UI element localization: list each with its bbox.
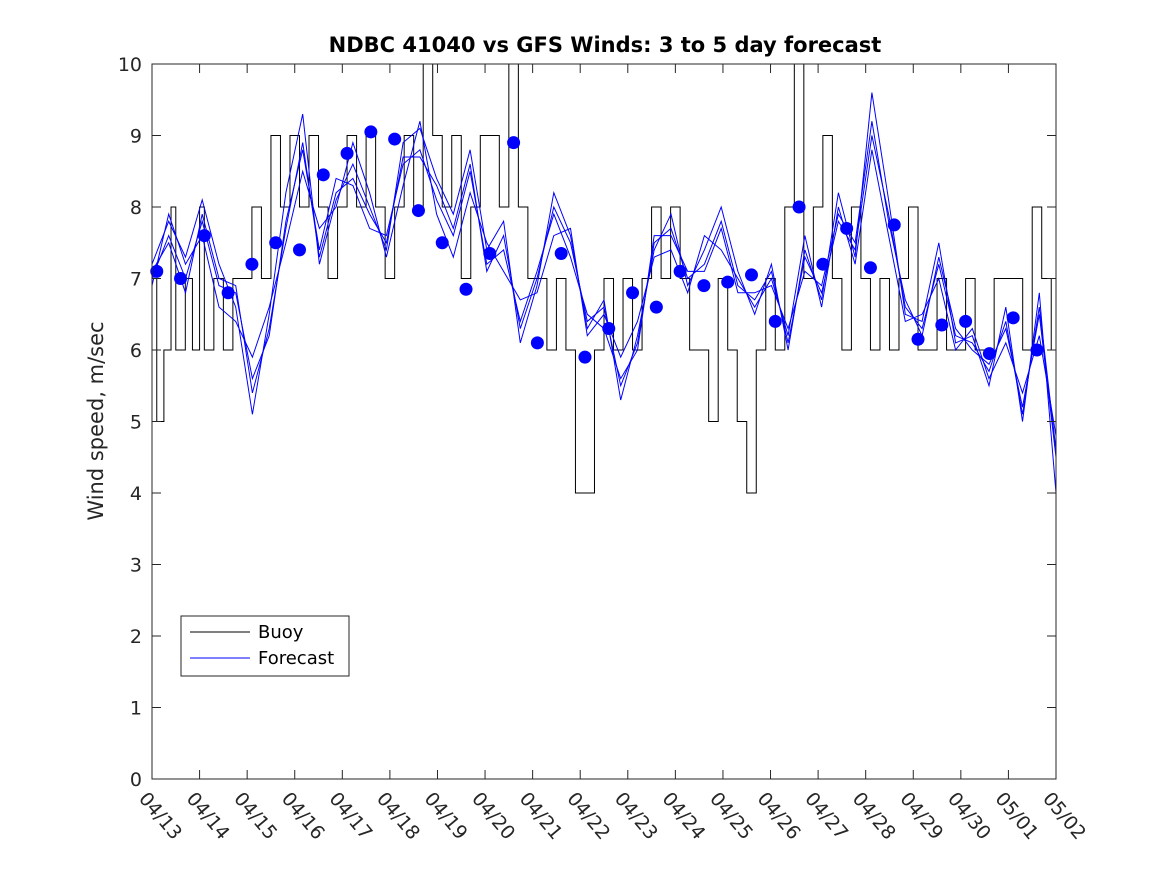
- x-tick-label: 04/16: [277, 788, 329, 844]
- forecast-marker: [649, 300, 663, 314]
- y-tick-label: 0: [130, 769, 142, 791]
- x-tick-label: 04/15: [229, 788, 281, 844]
- forecast-marker: [863, 261, 877, 275]
- x-tick-label: 04/17: [324, 788, 376, 844]
- y-tick-label: 9: [130, 126, 142, 148]
- forecast-marker: [982, 347, 996, 361]
- forecast-marker: [887, 218, 901, 232]
- x-tick-label: 04/30: [943, 788, 995, 844]
- forecast-marker: [507, 136, 521, 150]
- buoy-series-line: [152, 64, 1056, 494]
- y-tick-label: 3: [130, 555, 142, 577]
- forecast-marker: [340, 146, 354, 160]
- forecast-marker: [459, 282, 473, 296]
- forecast-marker: [530, 336, 544, 350]
- forecast-marker: [911, 332, 925, 346]
- x-tick-label: 04/19: [420, 788, 472, 844]
- forecast-marker: [935, 318, 949, 332]
- forecast-marker: [150, 264, 164, 278]
- x-tick-label: 04/26: [753, 788, 805, 844]
- y-tick-label: 10: [118, 54, 142, 76]
- y-tick-label: 7: [130, 269, 142, 291]
- forecast-marker: [269, 236, 283, 250]
- x-tick-label: 04/25: [705, 788, 757, 844]
- x-tick-label: 04/14: [182, 788, 234, 844]
- x-tick-label: 04/29: [895, 788, 947, 844]
- x-tick-label: 04/13: [134, 788, 186, 844]
- forecast-marker: [245, 257, 259, 271]
- x-tick-label: 04/18: [372, 788, 424, 844]
- x-tick-label: 04/20: [467, 788, 519, 844]
- y-tick-label: 6: [130, 340, 142, 362]
- forecast-marker: [697, 279, 711, 293]
- x-tick-label: 04/27: [800, 788, 852, 844]
- forecast-marker: [364, 125, 378, 139]
- forecast-series-line: [152, 121, 1056, 436]
- chart-title: NDBC 41040 vs GFS Winds: 3 to 5 day fore…: [329, 33, 882, 57]
- forecast-marker: [626, 286, 640, 300]
- forecast-marker: [221, 286, 235, 300]
- forecast-marker: [959, 314, 973, 328]
- legend-buoy-label: Buoy: [258, 622, 304, 643]
- forecast-marker: [388, 132, 402, 146]
- forecast-marker: [816, 257, 830, 271]
- y-tick-label: 5: [130, 412, 142, 434]
- forecast-marker: [578, 350, 592, 364]
- legend: Buoy Forecast: [180, 615, 350, 677]
- x-tick-label: 04/22: [562, 788, 614, 844]
- x-tick-label: 04/23: [610, 788, 662, 844]
- forecast-marker: [744, 268, 758, 282]
- x-tick-label: 05/01: [991, 788, 1043, 844]
- forecast-series-line: [152, 92, 1056, 494]
- forecast-marker: [435, 236, 449, 250]
- y-tick-label: 1: [130, 698, 142, 720]
- forecast-marker: [554, 246, 568, 260]
- forecast-marker: [316, 168, 330, 182]
- x-tick-label: 04/24: [658, 788, 710, 844]
- forecast-marker: [197, 229, 211, 243]
- forecast-marker: [483, 246, 497, 260]
- x-tick-label: 05/02: [1038, 788, 1090, 844]
- forecast-marker: [174, 272, 188, 285]
- forecast-marker: [673, 264, 687, 278]
- forecast-series-line: [152, 135, 1056, 451]
- y-tick-label: 2: [130, 626, 142, 648]
- forecast-marker: [1030, 343, 1044, 357]
- forecast-marker: [721, 275, 735, 289]
- forecast-marker: [840, 221, 854, 235]
- legend-box: [180, 615, 350, 677]
- forecast-marker: [411, 204, 425, 218]
- legend-forecast-label: Forecast: [258, 648, 334, 669]
- forecast-marker: [292, 243, 306, 257]
- y-tick-label: 4: [130, 483, 142, 505]
- x-tick-label: 04/21: [515, 788, 567, 844]
- forecast-marker: [602, 322, 616, 336]
- forecast-marker: [768, 314, 782, 328]
- x-tick-label: 04/28: [848, 788, 900, 844]
- forecast-marker: [792, 200, 806, 214]
- y-axis-label: Wind speed, m/sec: [84, 321, 108, 520]
- y-tick-label: 8: [130, 197, 142, 219]
- forecast-marker: [1006, 311, 1020, 325]
